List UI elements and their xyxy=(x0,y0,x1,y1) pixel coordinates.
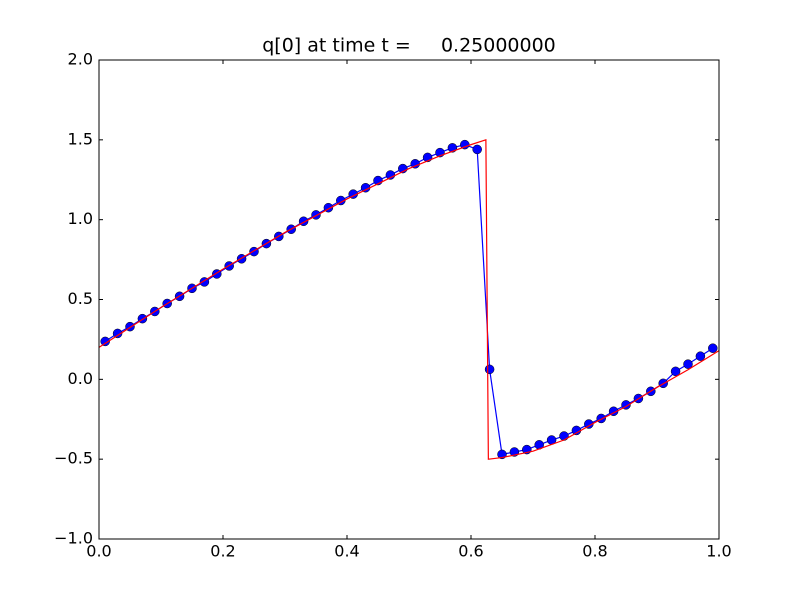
x-tick-label: 0.4 xyxy=(334,542,359,561)
x-tick-label: 1.0 xyxy=(706,542,731,561)
y-tick-label: 0.5 xyxy=(68,289,93,308)
data-point xyxy=(683,359,693,369)
data-line xyxy=(98,139,720,460)
x-tick-label: 0.2 xyxy=(210,542,235,561)
data-point xyxy=(670,366,681,377)
data-point xyxy=(484,364,495,375)
y-tick-label: 0.0 xyxy=(68,369,93,388)
chart-title: q[0] at time t = 0.25000000 xyxy=(262,35,556,57)
data-point xyxy=(112,328,123,339)
y-tick-label: 2.0 xyxy=(68,50,93,69)
data-point xyxy=(708,343,718,353)
data-point xyxy=(472,144,482,155)
data-point xyxy=(559,431,569,441)
x-tick-label: 0.8 xyxy=(582,542,607,561)
y-tick-label: 1.5 xyxy=(68,129,93,148)
data-point xyxy=(695,351,706,361)
y-tick-label: −0.5 xyxy=(54,449,93,468)
y-tick-label: −1.0 xyxy=(54,529,93,548)
y-tick-label: 1.0 xyxy=(68,209,93,228)
x-tick-label: 0.6 xyxy=(458,542,483,561)
data-point xyxy=(596,413,606,424)
data-point xyxy=(100,336,110,347)
x-tick-label: 0.0 xyxy=(86,542,111,561)
